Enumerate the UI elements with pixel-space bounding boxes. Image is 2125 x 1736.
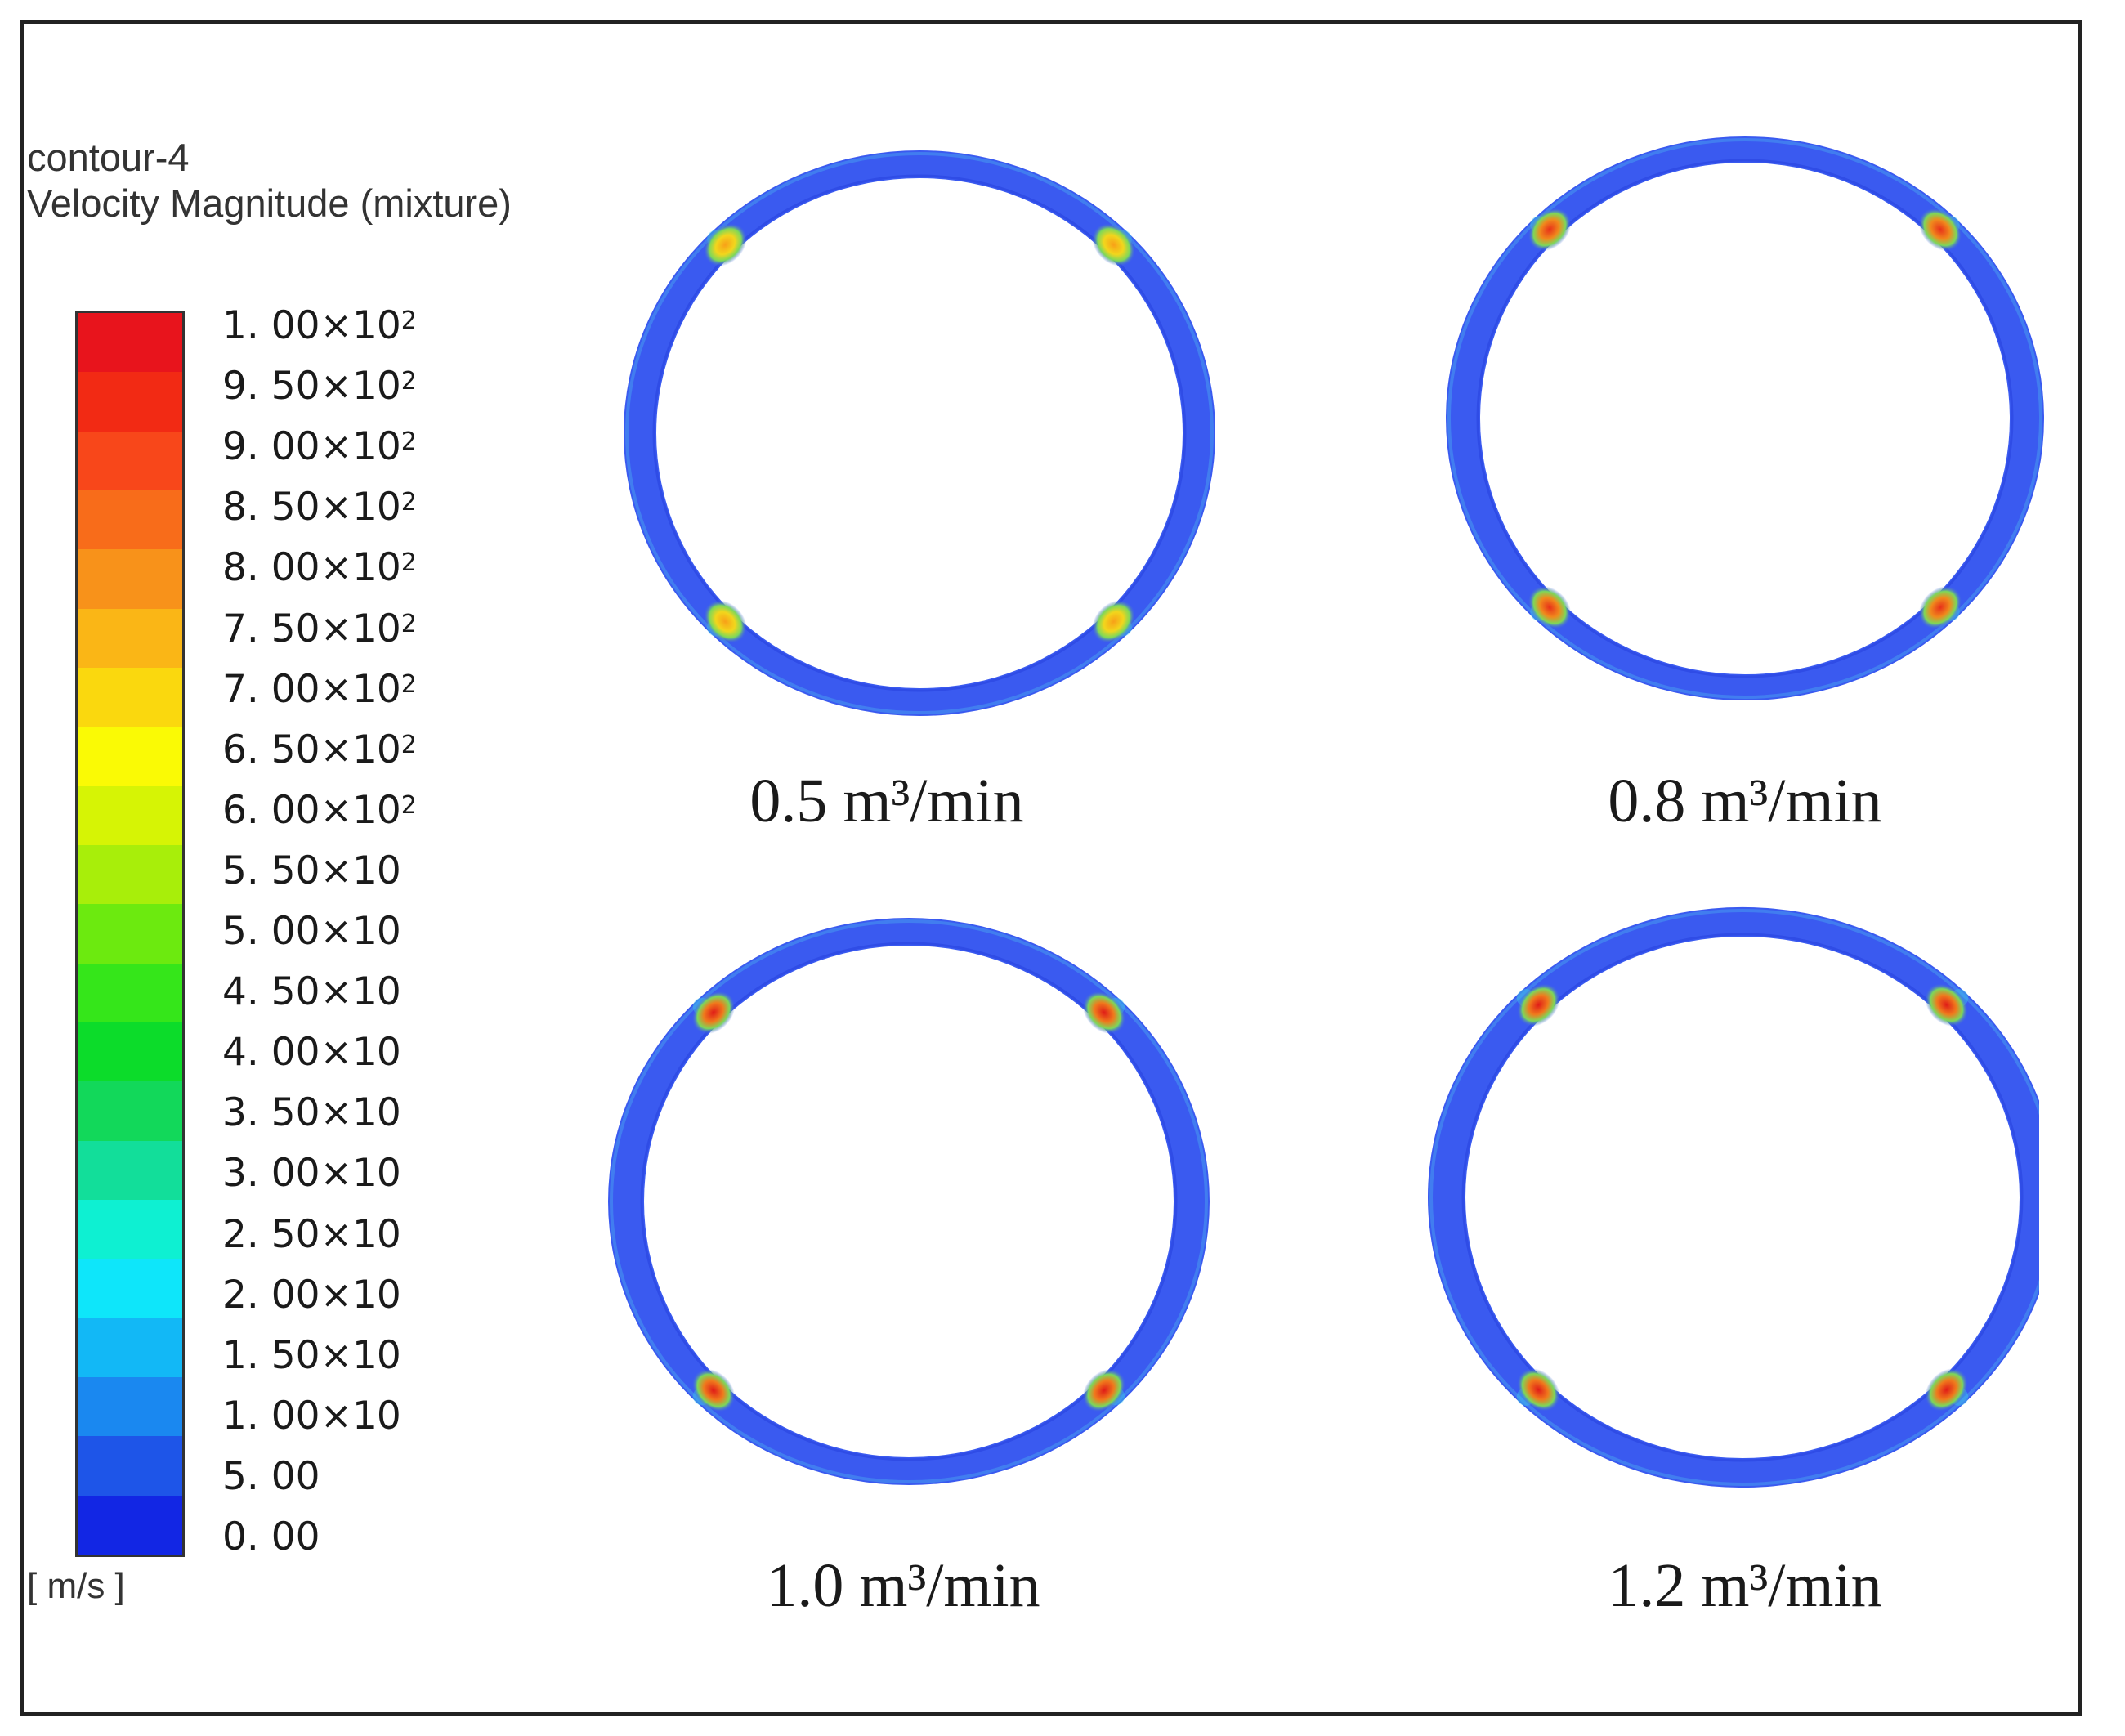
ring-edge-tint (1429, 909, 2039, 1486)
color-band (78, 1318, 182, 1377)
contour-panel-1 (609, 123, 1230, 727)
velocity-hotspot (1082, 1368, 1126, 1412)
tick-label: 5. 00 (222, 1453, 320, 1499)
tick-label: 7. 00×102 (222, 666, 417, 712)
tick-label: 1. 50×10 (222, 1332, 401, 1378)
ring-edge-tint (1447, 138, 2042, 699)
velocity-hotspot (1528, 208, 1572, 252)
quantity-name: Velocity Magnitude (mixture) (27, 181, 512, 225)
ring-edge-tint (625, 152, 1214, 714)
tick-label: 3. 00×10 (222, 1151, 401, 1197)
tick-label: 7. 50×102 (222, 606, 417, 651)
color-band (78, 1081, 182, 1141)
velocity-hotspot (1918, 208, 1962, 252)
ring-inner-edge (1461, 933, 2024, 1462)
ring-contour-2 (1446, 136, 2044, 700)
velocity-hotspot (1092, 223, 1135, 266)
velocity-hotspot (691, 991, 736, 1035)
velocity-hotspot (1528, 585, 1572, 629)
velocity-hotspot (704, 223, 747, 266)
color-band (78, 1436, 182, 1496)
tick-label: 0. 00 (222, 1515, 320, 1559)
color-band (78, 1376, 182, 1437)
velocity-hotspot (704, 600, 747, 643)
tick-label: 2. 00×10 (222, 1272, 401, 1318)
tick-label: 6. 50×102 (222, 727, 417, 772)
tick-label: 9. 50×102 (222, 364, 417, 409)
contour-panel-3 (593, 895, 1214, 1500)
color-band (78, 490, 182, 550)
color-band (78, 1022, 182, 1082)
color-band (78, 1259, 182, 1318)
velocity-hotspot (1918, 585, 1962, 629)
tick-label: 6. 00×102 (222, 787, 417, 833)
tick-label: 5. 50×10 (222, 848, 401, 893)
velocity-hotspot (1925, 1368, 1968, 1412)
ring-contour-3 (608, 918, 1210, 1485)
tick-label: 9. 00×102 (222, 424, 417, 470)
color-band (78, 963, 182, 1022)
tick-label: 4. 00×10 (222, 1030, 401, 1076)
color-band (78, 727, 182, 786)
velocity-hotspot (691, 1368, 736, 1412)
ring-contour-1 (624, 150, 1215, 716)
color-scale-bar (75, 311, 185, 1557)
panel-caption-2: 0.8 m³/min (1608, 767, 1882, 835)
ring-inner-edge (640, 942, 1178, 1461)
tick-label: 2. 50×10 (222, 1211, 401, 1257)
color-band (78, 372, 182, 432)
color-band (78, 785, 182, 845)
unit-label: [ m/s ] (27, 1566, 125, 1606)
velocity-hotspot (1517, 983, 1560, 1027)
velocity-hotspot (1082, 991, 1126, 1035)
tick-label: 8. 00×102 (222, 545, 417, 591)
color-band (78, 549, 182, 609)
tick-label: 8. 50×102 (222, 485, 417, 530)
ring-contour-4 (1428, 907, 2039, 1488)
tick-label: 5. 00×10 (222, 909, 401, 954)
velocity-hotspot (1925, 983, 1968, 1027)
ring-edge-tint (610, 919, 1208, 1483)
velocity-hotspot (1092, 600, 1135, 643)
color-band (78, 608, 182, 668)
tick-label: 3. 50×10 (222, 1090, 401, 1136)
color-band (78, 904, 182, 964)
color-band (78, 667, 182, 727)
color-band (78, 844, 182, 905)
legend-title: contour-4 Velocity Magnitude (mixture) (27, 135, 512, 226)
color-band (78, 1140, 182, 1200)
color-band (78, 313, 182, 373)
color-band (78, 1495, 182, 1555)
contour-panel-4 (1418, 895, 2039, 1500)
tick-label: 4. 50×10 (222, 969, 401, 1015)
tick-label: 1. 00×102 (222, 303, 417, 348)
tick-label: 1. 00×10 (222, 1393, 401, 1438)
ring-inner-edge (652, 174, 1187, 692)
panel-caption-4: 1.2 m³/min (1608, 1551, 1882, 1620)
panel-caption-3: 1.0 m³/min (766, 1551, 1040, 1620)
color-band (78, 1199, 182, 1259)
panel-caption-1: 0.5 m³/min (749, 767, 1024, 835)
contour-panel-2 (1434, 123, 2056, 727)
ring-inner-edge (1476, 159, 2014, 678)
velocity-hotspot (1517, 1368, 1560, 1412)
color-band (78, 431, 182, 490)
contour-name: contour-4 (27, 136, 190, 179)
